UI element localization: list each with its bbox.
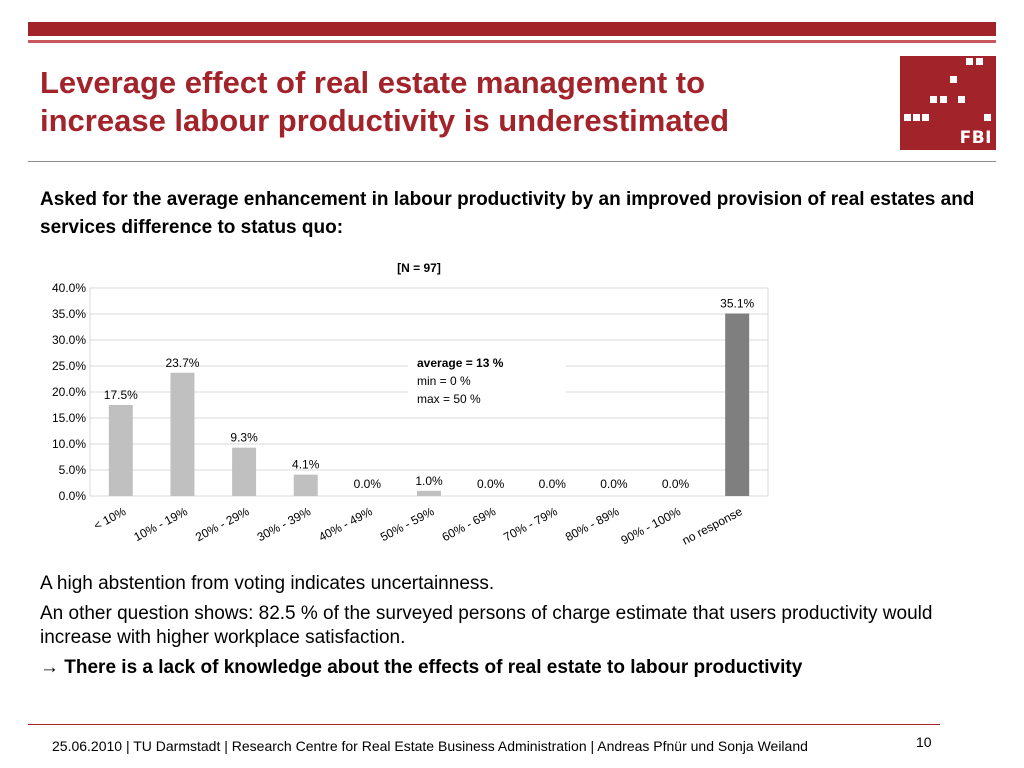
data-labels: 17.5% 23.7% 9.3% 4.1% 0.0% 1.0% 0.0% 0.0% 0.0% 0.… [104, 296, 755, 491]
y-tick-label: 40.0% [52, 281, 86, 295]
x-tick-label: 20% - 29% [193, 504, 252, 544]
annotation-max: max = 50 % [417, 392, 481, 406]
x-axis-ticks: < 10% 10% - 19% 20% - 29% 30% - 39% 40% - 49… [91, 504, 745, 548]
x-tick-label: 10% - 19% [131, 504, 190, 544]
y-tick-label: 5.0% [59, 463, 87, 477]
annotation-min: min = 0 % [417, 374, 471, 388]
body-text: A high abstention from voting indicates … [40, 572, 1000, 686]
data-label: 4.1% [292, 458, 320, 472]
y-axis-ticks: 0.0% 5.0% 10.0% 15.0% 20.0% 25.0% 30.0% 35.0% 40… [52, 281, 86, 503]
y-tick-label: 20.0% [52, 385, 86, 399]
x-tick-label: 50% - 59% [378, 504, 437, 544]
annotation-average: average = 13 % [417, 356, 504, 370]
y-tick-label: 30.0% [52, 333, 86, 347]
bar [232, 447, 257, 496]
y-tick-label: 0.0% [59, 489, 87, 503]
x-tick-label: 60% - 69% [440, 504, 499, 544]
data-label: 23.7% [165, 356, 199, 370]
bar [108, 405, 133, 496]
title-divider [28, 161, 996, 162]
logo-text: FBI [959, 128, 992, 148]
page-number: 10 [916, 734, 932, 750]
x-tick-label: 40% - 49% [316, 504, 375, 544]
annotation-box: average = 13 % min = 0 % max = 50 % [408, 348, 566, 406]
data-label: 0.0% [600, 477, 628, 491]
data-label: 17.5% [104, 388, 138, 402]
bar [170, 372, 195, 496]
slide-title: Leverage effect of real estate managemen… [40, 64, 860, 140]
x-tick-label: < 10% [91, 504, 128, 533]
title-line-1: Leverage effect of real estate managemen… [40, 65, 706, 100]
data-label: 0.0% [477, 477, 505, 491]
footer-text: 25.06.2010 | TU Darmstadt | Research Cen… [52, 738, 808, 754]
x-tick-label: 30% - 39% [255, 504, 314, 544]
x-tick-label: 90% - 100% [619, 504, 684, 547]
header-accent-line [28, 40, 996, 43]
bar [417, 490, 441, 496]
data-label: 1.0% [415, 474, 443, 488]
body-line-1: A high abstention from voting indicates … [40, 573, 495, 594]
conclusion: → There is a lack of knowledge about the… [40, 656, 1000, 680]
title-line-2: increase labour productivity is underest… [40, 103, 730, 138]
data-label: 0.0% [354, 477, 382, 491]
header-bar [28, 22, 996, 36]
conclusion-text: There is a lack of knowledge about the e… [59, 657, 803, 678]
body-line-2: An other question shows: 82.5 % of the s… [40, 603, 933, 648]
y-tick-label: 15.0% [52, 411, 86, 425]
arrow-icon: → [40, 657, 59, 678]
data-label: 9.3% [230, 431, 258, 445]
bar-chart: [N = 97] 0.0% 5.0% 10.0% 15.0% 20.0% 25.0% 30.… [52, 261, 769, 548]
x-tick-label: no response [680, 504, 745, 548]
y-tick-label: 10.0% [52, 437, 86, 451]
chart-title: [N = 97] [397, 261, 441, 275]
bar [725, 313, 750, 496]
data-label: 0.0% [539, 477, 567, 491]
fbi-logo: FBI [900, 56, 996, 150]
footer-divider [28, 724, 940, 725]
x-tick-label: 80% - 89% [563, 504, 622, 544]
data-label: 0.0% [662, 477, 690, 491]
chart-bars [108, 313, 750, 496]
bar [293, 474, 318, 496]
y-tick-label: 25.0% [52, 359, 86, 373]
y-tick-label: 35.0% [52, 307, 86, 321]
slide-subtitle: Asked for the average enhancement in lab… [40, 189, 975, 238]
data-label: 35.1% [720, 296, 754, 310]
x-tick-label: 70% - 79% [501, 504, 560, 544]
